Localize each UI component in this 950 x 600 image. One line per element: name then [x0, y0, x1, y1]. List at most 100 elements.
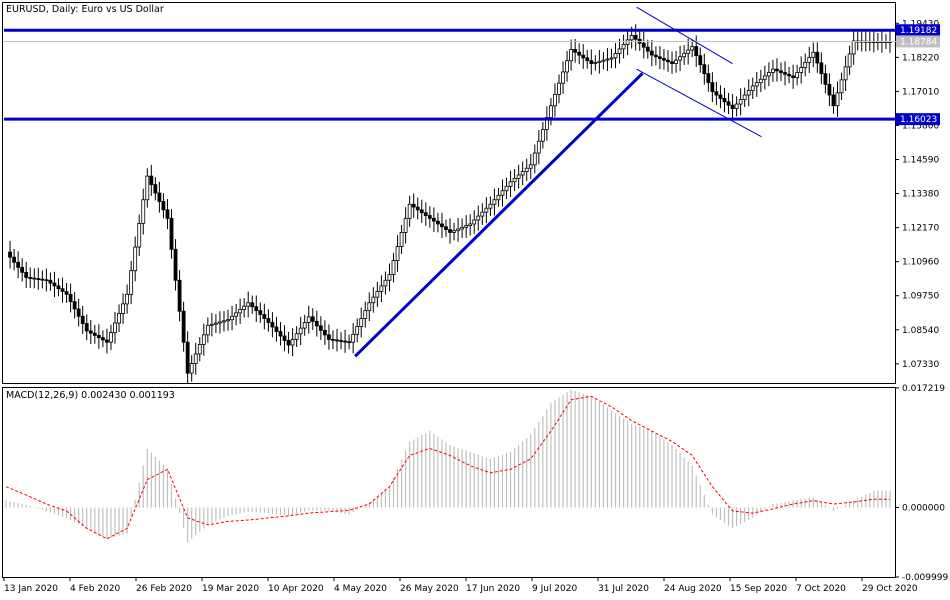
candle-body: [153, 184, 158, 194]
candle-body: [80, 315, 85, 325]
candle: [807, 46, 812, 73]
candle: [621, 34, 626, 59]
x-tick-label: 9 Jul 2020: [532, 584, 577, 594]
candle: [581, 44, 586, 69]
candle-body: [363, 310, 368, 319]
candle-body: [779, 70, 783, 73]
candle-body: [524, 167, 529, 173]
trendline[interactable]: [636, 6, 733, 64]
candle-body: [613, 52, 618, 59]
candle: [209, 313, 214, 337]
candle: [298, 316, 303, 345]
candle-body: [508, 181, 513, 187]
candle-body: [823, 73, 828, 85]
candle: [472, 210, 477, 234]
candle: [702, 53, 707, 85]
trendline[interactable]: [636, 68, 762, 138]
candle-body: [68, 293, 73, 303]
candle-body: [226, 319, 230, 322]
candle: [383, 271, 388, 295]
candle-body: [24, 271, 29, 278]
candle: [379, 275, 384, 303]
candle-body: [827, 83, 832, 96]
x-axis: 13 Jan 2020 4 Feb 2020 26 Feb 2020 19 Mar 2…: [3, 577, 918, 594]
level-price-tag: [896, 113, 940, 126]
candle-body: [149, 175, 154, 185]
candle-body: [246, 302, 251, 307]
candle-body: [367, 302, 372, 312]
candle: [730, 94, 735, 120]
candle-body: [476, 215, 481, 221]
y-tick-label: 1.13380: [902, 190, 939, 200]
candle-body: [407, 203, 412, 219]
candle-body: [347, 341, 352, 344]
candle: [278, 321, 283, 346]
candle-body: [718, 94, 723, 99]
candle-body: [96, 335, 101, 339]
candle-body: [625, 39, 630, 45]
candle: [189, 355, 194, 382]
candle-body: [440, 223, 444, 228]
candle-body: [754, 82, 759, 87]
candle: [448, 218, 452, 244]
candle: [488, 196, 493, 217]
candle-body: [593, 61, 598, 64]
candle: [795, 64, 800, 86]
candle: [92, 324, 97, 344]
candle: [290, 328, 295, 357]
candle-body: [306, 316, 311, 323]
candle: [113, 312, 117, 344]
candle: [407, 195, 412, 227]
candle-body: [355, 326, 360, 335]
candle: [250, 295, 255, 314]
candle-body: [722, 98, 727, 103]
candle-body: [64, 291, 69, 295]
candle: [686, 38, 691, 65]
y-tick-label: 1.08540: [902, 326, 939, 336]
candle-body: [419, 209, 424, 214]
candle: [460, 218, 465, 238]
trendline[interactable]: [354, 72, 644, 358]
candle: [133, 236, 138, 282]
candle-body: [218, 321, 222, 324]
candle: [262, 303, 267, 330]
candle: [214, 314, 218, 333]
candle-body: [690, 46, 695, 51]
x-tick-label: 26 Feb 2020: [136, 584, 192, 594]
candle: [524, 158, 529, 182]
candle-body: [540, 128, 545, 142]
candle-body: [738, 99, 743, 105]
candle-body: [516, 174, 521, 179]
candle: [496, 187, 501, 208]
candle-body: [766, 72, 771, 77]
candle: [234, 303, 238, 326]
candle: [44, 268, 49, 292]
x-tick-label: 19 Mar 2020: [202, 584, 259, 594]
candle-body: [258, 310, 263, 316]
candle: [415, 197, 420, 220]
candle-body: [480, 211, 485, 217]
candle-body: [209, 323, 214, 326]
candle-body: [666, 59, 670, 63]
candle-body: [56, 285, 61, 290]
candle-body: [601, 59, 606, 62]
candle: [36, 267, 41, 290]
candle: [68, 283, 73, 313]
candle: [363, 301, 368, 328]
candle-body: [322, 329, 327, 336]
candle: [464, 215, 469, 238]
candle: [105, 328, 109, 354]
candle-body: [815, 51, 820, 64]
candle-body: [161, 201, 166, 211]
x-tick-label: 4 May 2020: [334, 584, 387, 594]
candle: [238, 298, 243, 324]
candle-body: [278, 331, 283, 337]
current-price-tag: [896, 35, 940, 48]
candle-body: [714, 91, 719, 96]
candle-body: [831, 94, 836, 107]
candle-body: [557, 82, 561, 95]
candle: [827, 73, 832, 107]
candle: [56, 278, 61, 297]
